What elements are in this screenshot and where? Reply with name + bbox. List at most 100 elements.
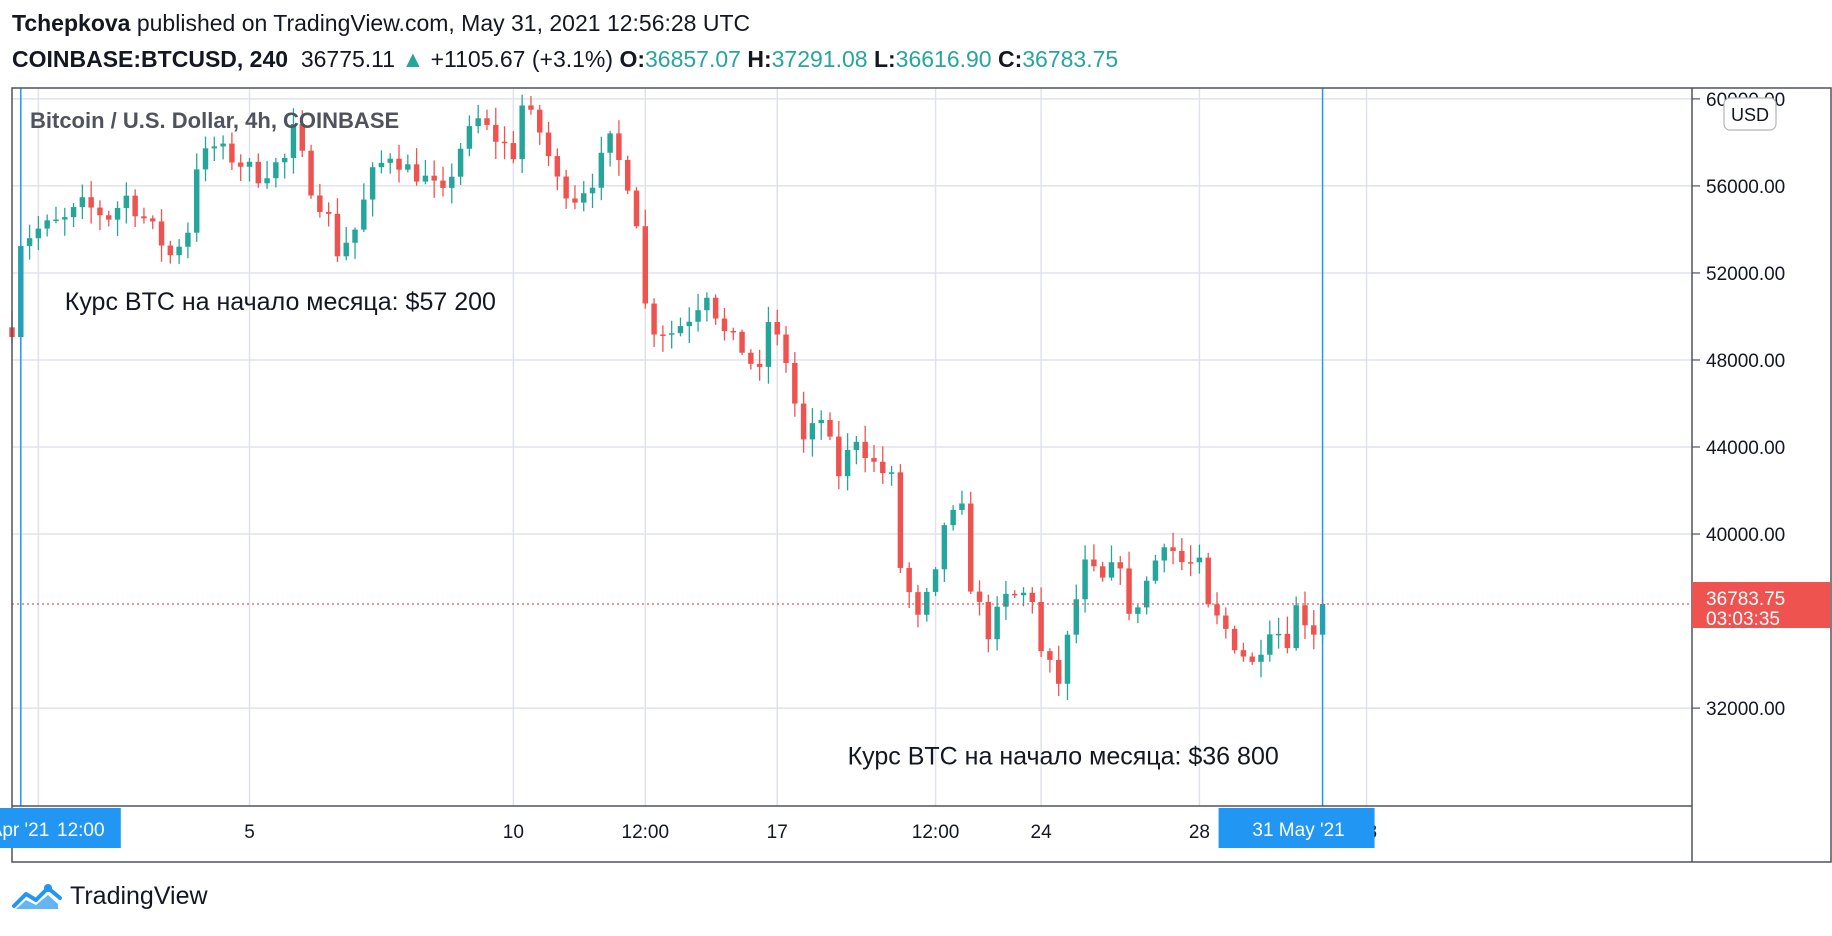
candle-body <box>361 199 367 230</box>
candle <box>352 227 358 259</box>
candle-body <box>862 441 868 459</box>
candle <box>1082 545 1088 613</box>
candle-body <box>193 169 200 233</box>
candle-body <box>493 124 499 142</box>
candle <box>1223 607 1229 639</box>
date-marker-bg <box>0 808 121 848</box>
candle-body <box>246 161 253 167</box>
candle <box>563 169 569 209</box>
candle-body <box>413 164 420 182</box>
candle-body <box>1073 599 1080 635</box>
candle <box>633 187 640 229</box>
candle <box>273 157 279 188</box>
candle-body <box>589 187 596 194</box>
candle-body <box>1152 560 1159 581</box>
candle <box>150 215 156 230</box>
candle <box>1091 544 1097 572</box>
date-marker-label: 31 May '21 <box>1218 808 1375 848</box>
last-price: 36775.11 <box>300 46 396 72</box>
candle-body <box>537 109 543 133</box>
candle-body <box>853 441 860 450</box>
candle <box>651 298 657 347</box>
candle <box>871 445 877 473</box>
candle <box>361 183 367 233</box>
candle <box>317 183 323 218</box>
candle <box>1196 544 1203 574</box>
candle <box>1055 645 1062 697</box>
candle-body <box>141 216 147 219</box>
candle <box>70 203 77 228</box>
candle <box>114 201 121 237</box>
candle-body <box>686 321 693 327</box>
candle <box>220 135 226 160</box>
candle <box>387 153 393 174</box>
candle-body <box>976 591 983 602</box>
candle <box>325 202 332 227</box>
candle-body <box>237 162 244 167</box>
candle-body <box>888 472 895 474</box>
candle-body <box>677 326 684 334</box>
y-tick-label: 56000.00 <box>1706 177 1785 198</box>
y-tick-label: 44000.00 <box>1706 438 1785 459</box>
price-chart[interactable]: Bitcoin / U.S. Dollar, 4h, COINBASE Курс … <box>0 84 1832 864</box>
candle-body <box>844 449 851 477</box>
candle-body <box>519 105 525 160</box>
candle <box>1073 584 1080 644</box>
currency-button[interactable]: USD <box>1723 97 1777 131</box>
candle <box>405 154 411 173</box>
candle <box>378 150 385 174</box>
symbol-label[interactable]: COINBASE:BTCUSD, 240 <box>12 46 289 72</box>
candle-body <box>1055 659 1062 684</box>
candle-body <box>633 190 640 227</box>
candle-body <box>1231 628 1238 651</box>
candle-body <box>941 525 948 570</box>
candle <box>185 222 191 259</box>
candle <box>123 182 130 224</box>
tradingview-brand[interactable]: TradingView <box>70 882 208 910</box>
candle-body <box>1170 547 1176 551</box>
candle-body <box>510 143 517 160</box>
candle-body <box>616 133 622 160</box>
open-label: O: <box>619 46 645 72</box>
candle <box>1047 648 1053 673</box>
candle-body <box>440 180 446 188</box>
candle-body <box>1038 602 1044 652</box>
date-marker-text: 30 Apr '21 <box>0 820 49 841</box>
candle-body <box>1091 559 1097 567</box>
high-value: 37291.08 <box>771 46 868 72</box>
x-tick-label: 28 <box>1189 822 1210 843</box>
candle-body <box>985 601 992 640</box>
candle-body <box>35 228 42 239</box>
candle-body <box>1161 547 1167 561</box>
candle <box>607 130 613 167</box>
date-marker-bg <box>1218 808 1375 848</box>
candle-body <box>809 423 816 440</box>
candle <box>1003 580 1009 621</box>
candle-body <box>317 195 323 212</box>
candle <box>1011 590 1018 599</box>
grid-lines <box>12 88 1692 806</box>
candle <box>299 110 305 158</box>
candle <box>44 214 50 237</box>
candle <box>924 587 930 622</box>
candle <box>642 209 649 309</box>
candle-body <box>325 211 332 214</box>
close-label: C: <box>997 46 1023 72</box>
candle-body <box>528 105 534 110</box>
candle <box>237 154 244 182</box>
candle-body <box>202 148 209 170</box>
candle-body <box>1284 633 1291 649</box>
candle <box>1161 543 1167 573</box>
candle-body <box>1302 605 1308 626</box>
candle-body <box>167 245 174 256</box>
bar-countdown: 03:03:35 <box>1706 609 1780 630</box>
candle <box>396 144 402 183</box>
candle-body <box>818 419 824 424</box>
candle-body <box>431 175 437 181</box>
candle-body <box>563 176 569 199</box>
candle-body <box>739 331 745 353</box>
candle <box>862 425 868 473</box>
candle-body <box>150 218 156 222</box>
candle <box>431 160 437 198</box>
